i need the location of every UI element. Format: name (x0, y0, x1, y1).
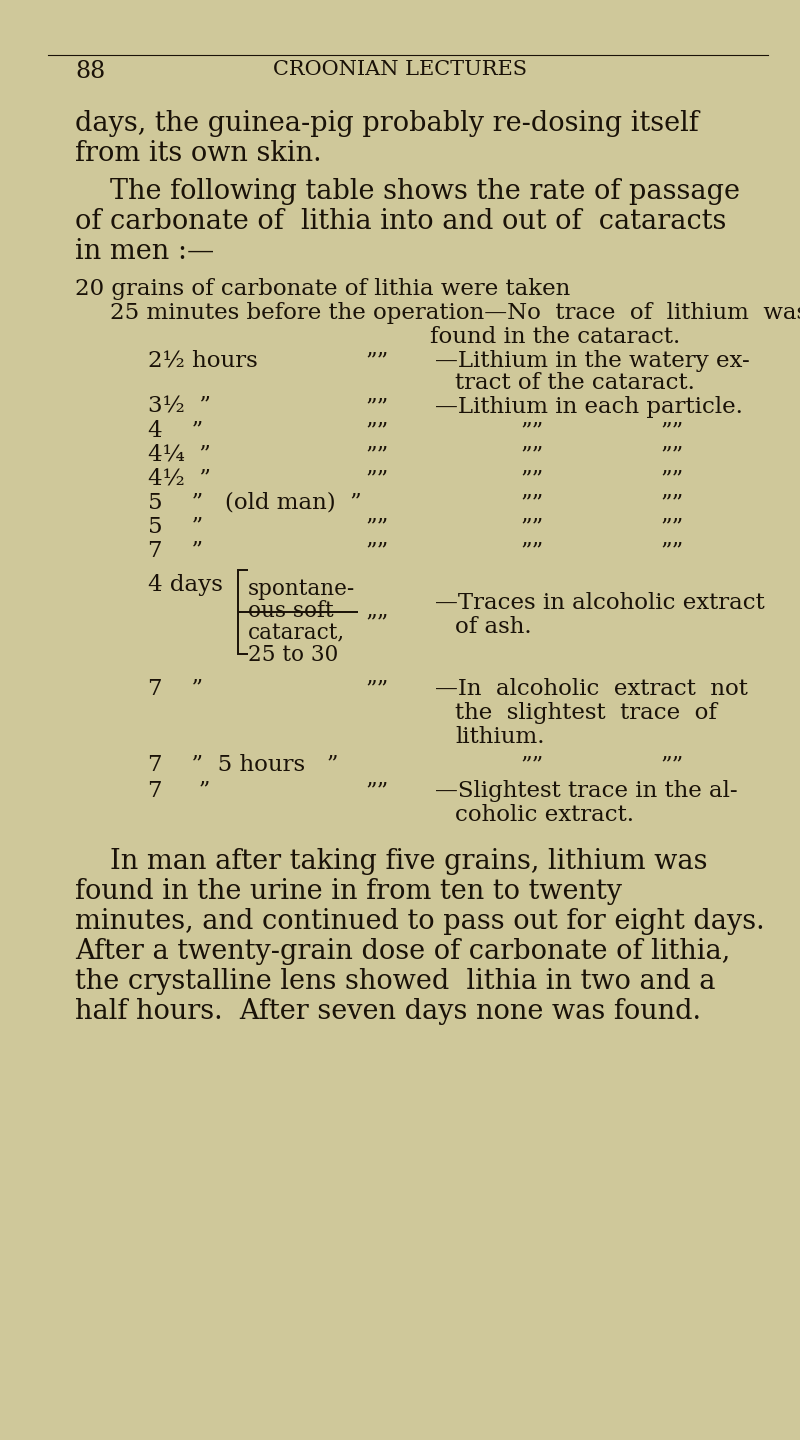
Text: 5    ”: 5 ” (148, 516, 203, 539)
Text: The following table shows the rate of passage: The following table shows the rate of pa… (110, 179, 740, 204)
Text: ””: ”” (365, 396, 388, 418)
Text: 4½  ”: 4½ ” (148, 468, 211, 490)
Text: 4 days: 4 days (148, 575, 223, 596)
Text: from its own skin.: from its own skin. (75, 140, 322, 167)
Text: 7    ”: 7 ” (148, 678, 203, 700)
Text: cataract,: cataract, (248, 622, 345, 644)
Text: ””: ”” (660, 420, 683, 442)
Text: ””: ”” (520, 755, 543, 776)
Text: —In  alcoholic  extract  not: —In alcoholic extract not (435, 678, 748, 700)
Text: In man after taking five grains, lithium was: In man after taking five grains, lithium… (110, 848, 707, 876)
Text: 7     ”: 7 ” (148, 780, 210, 802)
Text: 88: 88 (75, 60, 106, 84)
Text: ””: ”” (520, 444, 543, 467)
Text: ””: ”” (365, 468, 388, 490)
Text: 4¼  ”: 4¼ ” (148, 444, 211, 467)
Text: 7    ”  5 hours   ”: 7 ” 5 hours ” (148, 755, 338, 776)
Text: ””: ”” (365, 540, 388, 562)
Text: of carbonate of  lithia into and out of  cataracts: of carbonate of lithia into and out of c… (75, 207, 726, 235)
Text: of ash.: of ash. (455, 616, 532, 638)
Text: ””: ”” (520, 468, 543, 490)
Text: 5    ”   (old man)  ”: 5 ” (old man) ” (148, 492, 362, 514)
Text: 25 to 30: 25 to 30 (248, 644, 338, 665)
Text: days, the guinea-pig probably re-dosing itself: days, the guinea-pig probably re-dosing … (75, 109, 698, 137)
Text: 20 grains of carbonate of lithia were taken: 20 grains of carbonate of lithia were ta… (75, 278, 570, 300)
Text: CROONIAN LECTURES: CROONIAN LECTURES (273, 60, 527, 79)
Text: ””: ”” (365, 516, 388, 539)
Text: minutes, and continued to pass out for eight days.: minutes, and continued to pass out for e… (75, 909, 765, 935)
Text: ””: ”” (365, 420, 388, 442)
Text: —Slightest trace in the al-: —Slightest trace in the al- (435, 780, 738, 802)
Text: ””: ”” (660, 492, 683, 514)
Text: spontane-: spontane- (248, 577, 355, 600)
Text: ””: ”” (660, 444, 683, 467)
Text: —Lithium in each particle.: —Lithium in each particle. (435, 396, 743, 418)
Text: ””: ”” (660, 540, 683, 562)
Text: lithium.: lithium. (455, 726, 545, 747)
Text: ””: ”” (660, 516, 683, 539)
Text: the  slightest  trace  of: the slightest trace of (455, 701, 717, 724)
Text: in men :—: in men :— (75, 238, 214, 265)
Text: coholic extract.: coholic extract. (455, 804, 634, 827)
Text: ””: ”” (365, 780, 388, 802)
Text: ””: ”” (365, 350, 388, 372)
Text: ””: ”” (520, 420, 543, 442)
Text: ””: ”” (660, 468, 683, 490)
Text: ous soft: ous soft (248, 600, 334, 622)
Text: ””: ”” (520, 492, 543, 514)
Text: —Traces in alcoholic extract: —Traces in alcoholic extract (435, 592, 765, 613)
Text: ””: ”” (365, 444, 388, 467)
Text: ””: ”” (660, 755, 683, 776)
Text: tract of the cataract.: tract of the cataract. (455, 372, 695, 395)
Text: 7    ”: 7 ” (148, 540, 203, 562)
Text: ””: ”” (520, 540, 543, 562)
Text: 3½  ”: 3½ ” (148, 396, 211, 418)
Text: found in the cataract.: found in the cataract. (430, 325, 680, 348)
Text: ””: ”” (365, 612, 388, 634)
Text: ””: ”” (365, 678, 388, 700)
Text: the crystalline lens showed  lithia in two and a: the crystalline lens showed lithia in tw… (75, 968, 715, 995)
Text: —Lithium in the watery ex-: —Lithium in the watery ex- (435, 350, 750, 372)
Text: 2½ hours: 2½ hours (148, 350, 258, 372)
Text: half hours.  After seven days none was found.: half hours. After seven days none was fo… (75, 998, 701, 1025)
Text: 4    ”: 4 ” (148, 420, 203, 442)
Text: After a twenty-grain dose of carbonate of lithia,: After a twenty-grain dose of carbonate o… (75, 937, 730, 965)
Text: ””: ”” (520, 516, 543, 539)
Text: found in the urine in from ten to twenty: found in the urine in from ten to twenty (75, 878, 622, 904)
Text: 25 minutes before the operation—No  trace  of  lithium  was: 25 minutes before the operation—No trace… (110, 302, 800, 324)
